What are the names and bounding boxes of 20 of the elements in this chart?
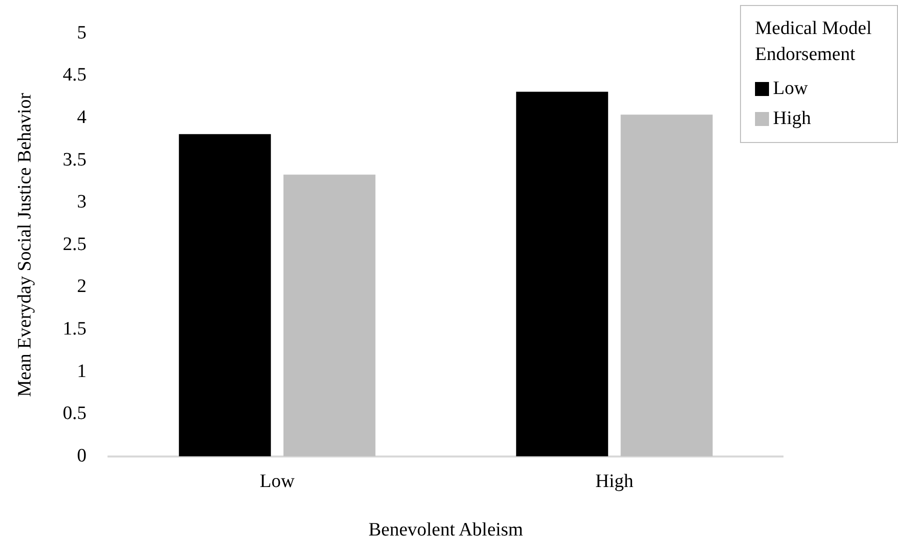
- y-tick-label: 0: [77, 445, 87, 466]
- bar: [620, 114, 713, 456]
- y-tick-label: 1: [77, 360, 87, 382]
- y-tick-label: 2.5: [62, 234, 87, 255]
- legend-title: Medical Model Endorsement: [755, 17, 873, 67]
- y-tick-label: 5: [77, 22, 87, 44]
- y-tick-label: 4: [77, 106, 88, 128]
- x-axis-title: Benevolent Ableism: [368, 520, 524, 541]
- y-tick-label: 2: [77, 276, 87, 298]
- y-tick-label: 0.5: [62, 403, 87, 424]
- bar: [178, 134, 271, 456]
- y-tick-label: 3.5: [62, 149, 87, 170]
- legend-label: Low: [773, 78, 808, 100]
- legend-label: High: [773, 108, 811, 130]
- y-axis-title: Mean Everyday Social Justice Behavior: [14, 92, 36, 397]
- y-tick-label: 4.5: [62, 64, 87, 86]
- bar: [516, 92, 608, 456]
- bar: [283, 174, 376, 456]
- y-tick-label: 3: [77, 192, 87, 213]
- y-tick-label: 1.5: [62, 318, 87, 340]
